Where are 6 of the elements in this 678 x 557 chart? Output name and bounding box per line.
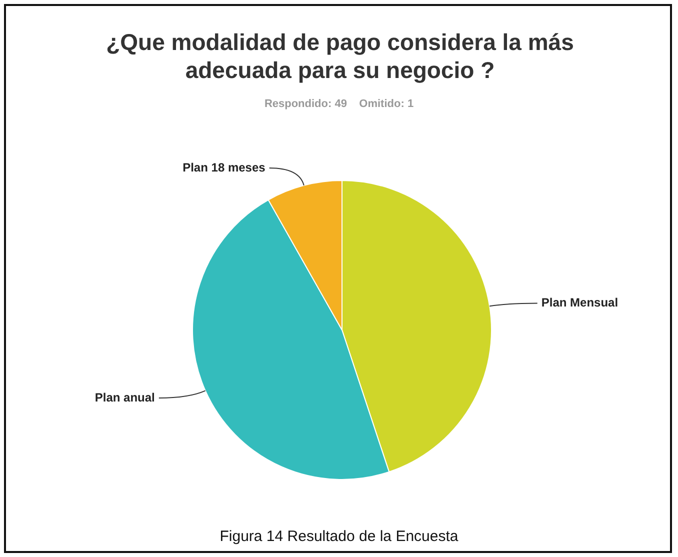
chart-subtitle: Respondido: 49 Omitido: 1: [263, 98, 415, 110]
text: Figura 14 Resultado de la Encuesta: [218, 528, 460, 545]
slice-label: Plan Mensual: [541, 296, 618, 310]
chart-title: ¿Que modalidad de pago considera la más adecuada para su negocio ?: [105, 28, 575, 84]
slice-label: Plan 18 meses: [182, 160, 266, 174]
slice-label: Plan anual: [94, 390, 155, 404]
